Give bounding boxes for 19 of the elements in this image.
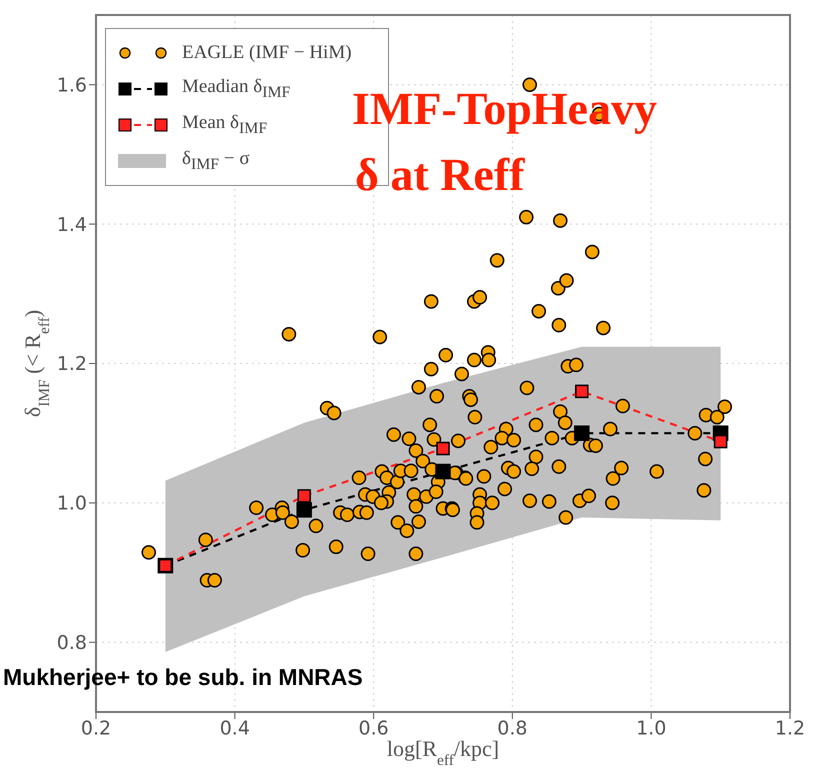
x-tick-label: 0.4 bbox=[220, 717, 250, 740]
annotation: δ at Reff bbox=[355, 149, 524, 201]
annotation: Mukherjee+ to be sub. in MNRAS bbox=[3, 664, 363, 690]
y-tick-label: 1.6 bbox=[56, 74, 87, 96]
x-tick-label: 1.0 bbox=[636, 717, 666, 740]
x-axis-title: log[R$_{eff}$/kpc] bbox=[386, 736, 500, 768]
x-tick-label: 0.8 bbox=[497, 717, 528, 740]
legend-label: δ$_{IMF}$ − σ bbox=[182, 148, 250, 174]
y-tick-label: 1.2 bbox=[56, 353, 87, 376]
annotation: IMF-TopHeavy bbox=[352, 83, 657, 135]
y-tick-label: 0.8 bbox=[56, 632, 87, 654]
x-tick-label: 0.6 bbox=[358, 717, 389, 740]
legend-label: Meadian δ$_{IMF}$ bbox=[182, 76, 290, 102]
legend-label: Mean δ$_{IMF}$ bbox=[182, 112, 268, 138]
x-tick-label: 0.2 bbox=[80, 717, 112, 740]
y-tick-label: 1.4 bbox=[56, 214, 87, 236]
legend-label: EAGLE (IMF − HiM) bbox=[182, 42, 352, 64]
x-tick-label: 1.2 bbox=[774, 717, 806, 740]
y-tick-label: 1.0 bbox=[56, 492, 87, 515]
